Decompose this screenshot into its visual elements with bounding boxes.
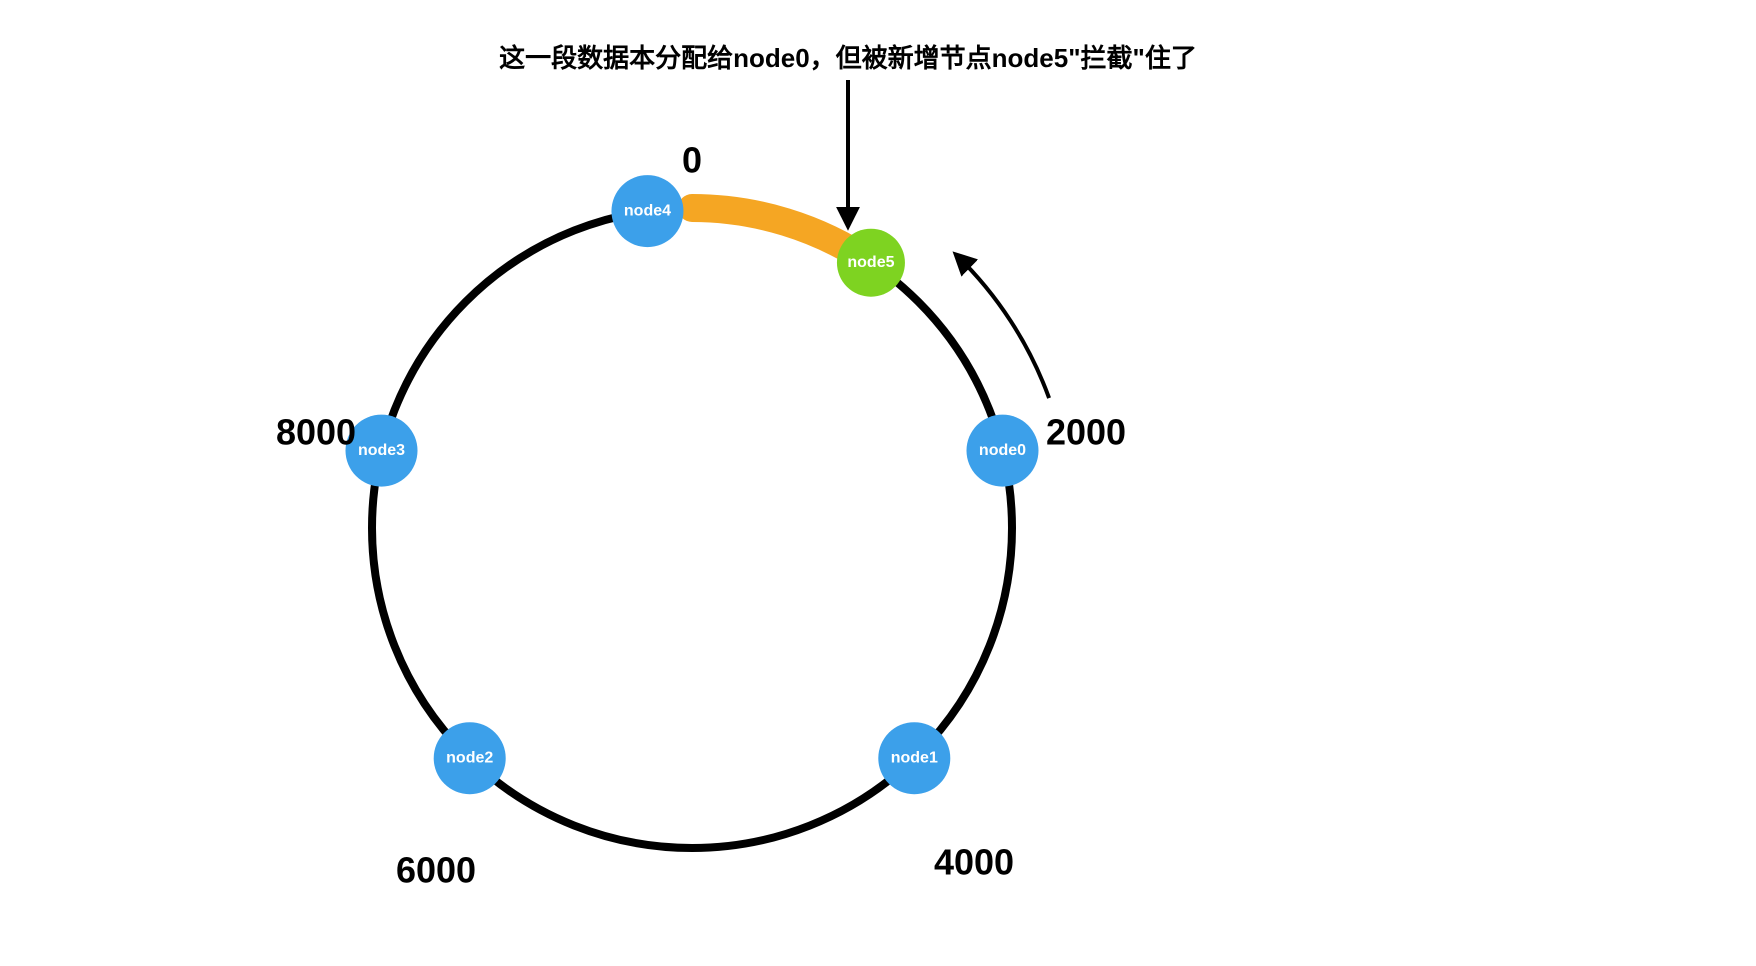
node-node2: node2	[434, 722, 506, 794]
tick-label-4000: 4000	[934, 842, 1014, 883]
tick-label-8000: 8000	[276, 412, 356, 453]
node-label-node2: node2	[446, 750, 493, 767]
node-node0: node0	[966, 415, 1038, 487]
node-node5: node5	[837, 229, 905, 297]
node-label-node4: node4	[624, 203, 671, 220]
node-label-node0: node0	[979, 442, 1026, 459]
caption-text: 这一段数据本分配给node0，但被新增节点node5"拦截"住了	[499, 43, 1197, 73]
tick-label-2000: 2000	[1046, 412, 1126, 453]
node-node1: node1	[878, 722, 950, 794]
node-label-node5: node5	[847, 254, 894, 271]
node-node4: node4	[611, 175, 683, 247]
tick-label-0: 0	[682, 140, 702, 181]
tick-label-6000: 6000	[396, 850, 476, 891]
node-label-node3: node3	[358, 442, 405, 459]
node-label-node1: node1	[891, 750, 938, 767]
node-node3: node3	[346, 415, 418, 487]
